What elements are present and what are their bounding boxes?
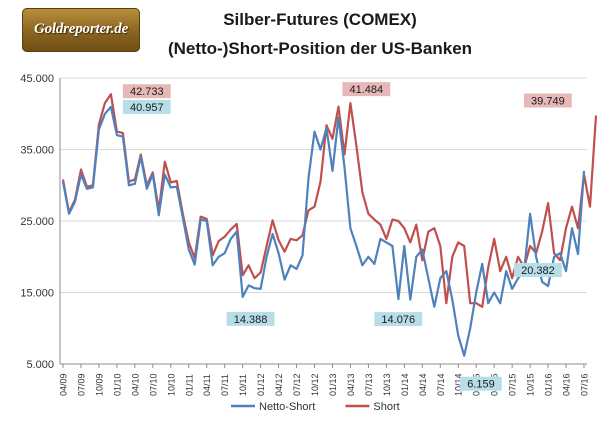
x-tick-label: 07/13	[364, 373, 374, 396]
x-tick-label: 01/13	[328, 373, 338, 396]
x-tick-label: 01/14	[400, 373, 410, 396]
x-tick-label: 10/12	[310, 373, 320, 396]
annotation-label: 14.076	[381, 314, 415, 326]
goldreporter-logo: Goldreporter.de	[22, 8, 140, 52]
x-tick-label: 10/10	[166, 373, 176, 396]
x-tick-label: 10/13	[382, 373, 392, 396]
y-tick-label: 35.000	[20, 145, 54, 157]
x-tick-label: 04/16	[562, 373, 572, 396]
x-tick-label: 07/11	[220, 374, 230, 396]
annotation-label: 42.733	[130, 86, 164, 98]
x-tick-label: 04/12	[274, 373, 284, 396]
x-tick-label: 10/15	[526, 373, 536, 396]
x-tick-label: 10/09	[94, 373, 104, 396]
x-tick-label: 07/16	[580, 373, 590, 396]
annotation-box	[514, 263, 562, 278]
annotation-label: 39.749	[531, 96, 565, 108]
annotation-box	[226, 311, 275, 326]
annotation-label: 20.382	[521, 265, 555, 277]
x-tick-label: 04/10	[130, 373, 140, 396]
y-tick-label: 15.000	[20, 288, 54, 300]
annotation-label: 6.159	[467, 379, 495, 391]
x-tick-label: 04/13	[346, 373, 356, 396]
series-line-netto-short	[61, 105, 586, 357]
annotation-box	[523, 93, 572, 108]
annotation-box	[374, 312, 423, 327]
annotation-box	[122, 84, 171, 99]
annotation-label: 40.957	[130, 102, 164, 114]
x-tick-label: 01/11	[184, 374, 194, 396]
x-tick-label: 01/16	[544, 373, 554, 396]
x-tick-label: 07/14	[436, 373, 446, 396]
annotation-box	[342, 82, 391, 97]
chart-subtitle: (Netto-)Short-Position der US-Banken	[167, 39, 473, 58]
chart-title: Silber-Futures (COMEX)	[223, 10, 417, 29]
x-tick-label: 07/09	[76, 373, 86, 396]
x-tick-label: 01/12	[256, 373, 266, 396]
legend-label: Netto-Short	[259, 401, 315, 413]
logo-text: Goldreporter.de	[33, 21, 129, 37]
x-tick-label: 07/12	[292, 373, 302, 396]
x-tick-label: 10/11	[238, 374, 248, 396]
annotation-label: 41.484	[350, 84, 384, 96]
x-tick-label: 04/14	[418, 373, 428, 396]
y-tick-label: 5.000	[26, 359, 54, 371]
x-tick-label: 01/10	[112, 373, 122, 396]
annotation-box	[460, 376, 502, 391]
legend-label: Short	[373, 401, 399, 413]
x-tick-label: 07/10	[148, 373, 158, 396]
x-tick-label: 07/15	[508, 373, 518, 396]
x-tick-label: 04/11	[202, 374, 212, 396]
x-tick-label: 10/14	[454, 373, 464, 396]
annotation-box	[122, 99, 171, 114]
y-tick-label: 25.000	[20, 216, 54, 228]
x-tick-label: 04/09	[58, 373, 68, 396]
y-tick-label: 45.000	[20, 73, 54, 85]
annotation-label: 14.388	[234, 314, 268, 326]
